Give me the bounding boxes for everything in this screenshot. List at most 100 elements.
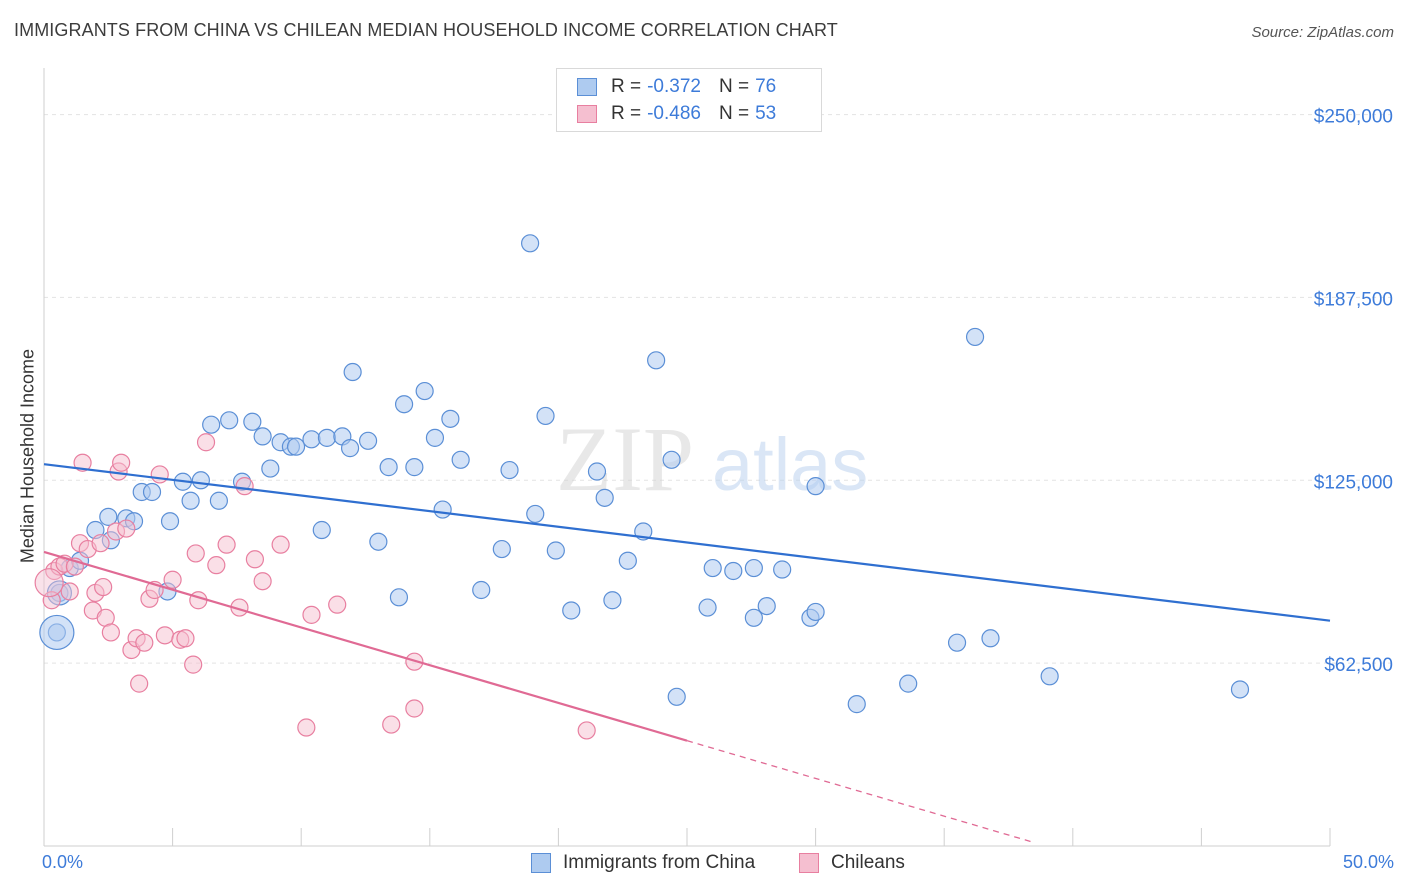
- chileans-swatch: [577, 105, 597, 123]
- china-swatch: [577, 78, 597, 96]
- legend-item-chileans[interactable]: Chileans: [799, 852, 905, 874]
- chileans-point: [60, 582, 79, 601]
- china-point: [847, 695, 866, 714]
- legend-label-chileans: Chileans: [831, 852, 905, 873]
- china-point: [379, 458, 398, 477]
- n-value: 53: [755, 103, 777, 124]
- china-point: [415, 381, 434, 401]
- china-point: [312, 520, 331, 540]
- chileans-point: [328, 595, 347, 614]
- china-point: [209, 491, 228, 510]
- grid-lines: [44, 114, 1395, 664]
- legend-item-china[interactable]: Immigrants from China: [531, 852, 755, 874]
- china-point: [744, 558, 763, 578]
- n-label: N =: [718, 76, 750, 97]
- china-point: [703, 558, 722, 578]
- stats-legend: R = -0.372 N = 76 R = -0.486 N = 53: [556, 68, 822, 132]
- china-point: [562, 601, 581, 620]
- chileans-point: [297, 718, 316, 737]
- china-point: [595, 488, 614, 507]
- china-point: [317, 428, 337, 447]
- chileans-point-large: [34, 568, 64, 598]
- china-point: [492, 539, 511, 559]
- china-point: [191, 471, 210, 490]
- china-point: [253, 427, 272, 446]
- chileans-point: [577, 721, 596, 740]
- china-point: [441, 409, 460, 428]
- china-point: [773, 560, 792, 579]
- china-point: [340, 439, 360, 458]
- chileans-trend-line: [43, 550, 688, 742]
- chileans-point: [207, 556, 226, 575]
- china-point: [698, 598, 717, 617]
- china-point: [965, 327, 985, 347]
- y-tick-label: $250,000: [1314, 107, 1393, 128]
- china-point: [343, 362, 362, 382]
- china-point: [433, 500, 452, 519]
- chileans-point: [196, 433, 216, 452]
- chileans-point: [382, 715, 401, 734]
- china-point: [546, 541, 565, 560]
- chileans-point: [253, 572, 272, 591]
- china-point: [536, 406, 555, 426]
- china-point: [425, 428, 445, 447]
- china-point: [394, 395, 414, 414]
- china-point: [220, 411, 239, 430]
- china-point: [181, 491, 200, 510]
- r-value: -0.372: [647, 76, 701, 97]
- china-point: [142, 482, 162, 502]
- china-point: [744, 608, 763, 627]
- china-point: [358, 431, 378, 450]
- chileans-legend-swatch: [799, 853, 819, 873]
- chileans-point: [405, 699, 424, 718]
- china-point: [724, 561, 743, 581]
- chileans-point: [189, 591, 208, 610]
- china-point: [806, 477, 825, 496]
- china-point: [981, 629, 1000, 648]
- china-point: [647, 351, 666, 370]
- n-value: 76: [755, 76, 777, 97]
- china-point-large: [39, 614, 75, 651]
- y-tick-labels: $62,500 $125,000 $187,500 $250,000: [1314, 107, 1393, 677]
- china-point: [947, 633, 967, 652]
- china-point: [521, 234, 540, 253]
- chileans-point: [42, 591, 61, 610]
- trend-lines: [43, 463, 1331, 844]
- chileans-point: [184, 655, 203, 674]
- china-point: [662, 450, 681, 469]
- china-trend-line: [43, 463, 1331, 622]
- china-point: [369, 532, 388, 551]
- y-tick-label: $187,500: [1314, 289, 1393, 310]
- china-point: [899, 674, 918, 693]
- chileans-point: [112, 453, 131, 472]
- china-point: [1040, 667, 1059, 686]
- china-point: [389, 588, 409, 607]
- chileans-point: [155, 626, 174, 645]
- chileans-point: [94, 577, 113, 597]
- series-legend: Immigrants from China Chileans: [0, 851, 1406, 879]
- chileans-point: [163, 570, 182, 589]
- series-immigrants-from-china: [39, 234, 1250, 714]
- x-tick-min: 0.0%: [42, 852, 84, 872]
- chileans-point: [186, 544, 205, 563]
- stats-row-chileans: R = -0.486 N = 53: [577, 102, 794, 126]
- r-label: R =: [611, 76, 642, 97]
- china-point: [160, 512, 180, 531]
- china-point: [806, 602, 825, 622]
- chileans-trend-extension: [686, 740, 1035, 844]
- chileans-point: [117, 519, 136, 538]
- china-point: [99, 507, 118, 526]
- china-point: [500, 460, 519, 480]
- chileans-point: [235, 477, 254, 496]
- chileans-point: [302, 605, 321, 624]
- chileans-point: [245, 550, 265, 569]
- china-point: [302, 430, 321, 449]
- y-tick-label: $62,500: [1324, 655, 1393, 676]
- watermark-atlas: atlas: [712, 423, 868, 506]
- china-point: [405, 458, 424, 477]
- china-point: [603, 591, 622, 610]
- chileans-point: [73, 453, 92, 472]
- china-point: [451, 450, 470, 469]
- r-label: R =: [611, 103, 642, 124]
